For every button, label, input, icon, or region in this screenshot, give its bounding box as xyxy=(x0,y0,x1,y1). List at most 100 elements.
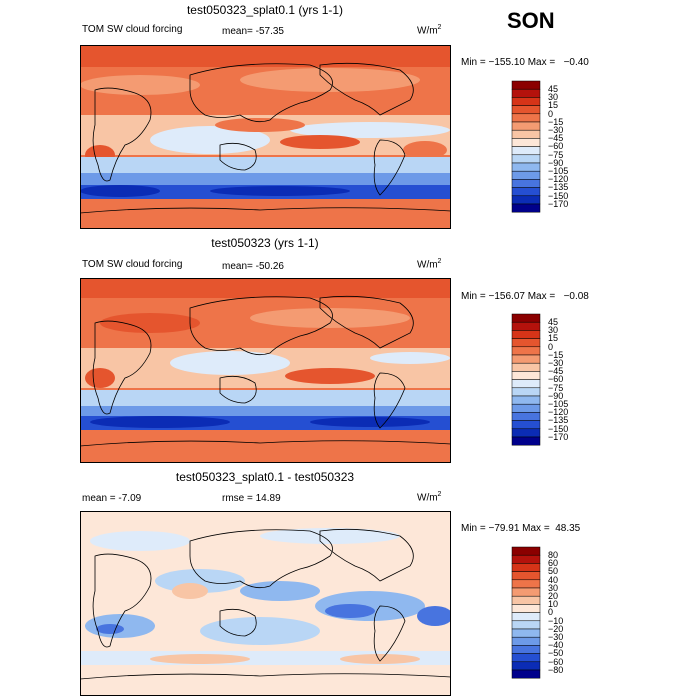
colorbar-box xyxy=(511,579,541,589)
panel-top-units: W/m2 xyxy=(417,24,442,37)
colorbar-box xyxy=(511,395,541,405)
colorbar-box xyxy=(511,612,541,622)
panel-middle-map xyxy=(80,278,451,463)
colorbar-tick-label: −135 xyxy=(548,415,569,426)
colorbar-box xyxy=(511,620,541,630)
colorbar-box xyxy=(511,330,541,339)
colorbar-tick-label: 0 xyxy=(548,341,554,352)
panel-middle-units: W/m2 xyxy=(417,258,442,271)
colorbar-box xyxy=(511,563,541,572)
colorbar-tick-label: 0 xyxy=(548,108,554,119)
colorbar-box xyxy=(511,338,541,348)
colorbar-tick-label: −40 xyxy=(548,640,564,651)
panel-bottom-minmax: Min = −79.91 Max = 48.35 xyxy=(461,523,581,534)
colorbar-box xyxy=(511,420,541,430)
colorbar-tick-label: −20 xyxy=(548,623,564,634)
colorbar-tick-label: −80 xyxy=(548,664,564,675)
colorbar-tick-label: −60 xyxy=(548,656,564,667)
colorbar-box xyxy=(511,138,541,147)
colorbar-box xyxy=(511,669,541,679)
colorbar-tick-label: 30 xyxy=(548,582,559,593)
colorbar-box xyxy=(511,554,541,564)
colorbar-tick-label: 15 xyxy=(548,333,559,344)
colorbar-tick-label: −120 xyxy=(548,174,569,185)
panel-bottom-title: test050323_splat0.1 - test050323 xyxy=(175,470,355,484)
colorbar-box xyxy=(511,571,541,581)
colorbar-box xyxy=(511,412,541,421)
panel-bottom-mean: mean = -7.09 xyxy=(82,493,142,504)
colorbar-tick-label: −105 xyxy=(548,399,569,410)
colorbar-tick-label: −150 xyxy=(548,190,569,201)
colorbar-box xyxy=(511,661,541,671)
season-label: SON xyxy=(507,8,555,33)
colorbar-tick-label: 60 xyxy=(548,558,559,569)
colorbar-tick-label: −30 xyxy=(548,358,564,369)
colorbar-box xyxy=(511,80,541,90)
colorbar-box xyxy=(511,195,541,205)
panel-top-colorbar xyxy=(511,80,541,213)
colorbar-box xyxy=(511,546,541,556)
panel-bottom-colorbar xyxy=(511,546,541,679)
panel-middle-variable: TOM SW cloud forcing xyxy=(82,259,183,270)
colorbar-box xyxy=(511,653,541,663)
colorbar-box xyxy=(511,187,541,197)
colorbar-tick-label: 45 xyxy=(548,317,559,327)
colorbar-tick-label: −170 xyxy=(548,198,569,209)
colorbar-tick-label: 15 xyxy=(548,100,559,111)
panel-bottom-map xyxy=(80,511,451,696)
colorbar-box xyxy=(511,321,541,331)
colorbar-box xyxy=(511,362,541,372)
colorbar-tick-label: 30 xyxy=(548,92,559,103)
colorbar-tick-label: −45 xyxy=(548,366,564,377)
colorbar-box xyxy=(511,113,541,123)
colorbar-box xyxy=(511,604,541,613)
panel-middle-colorbar-boxes xyxy=(511,313,541,446)
colorbar-tick-label: −15 xyxy=(548,349,564,360)
panel-top-colorbar-labels: 45 30 15 0 −15 −30 −45 −60 −75 −90 −105 −120 −135 −15… xyxy=(548,84,569,209)
panel-top-colorbar-boxes xyxy=(511,80,541,213)
panel-middle-minmax: Min = −156.07 Max = −0.08 xyxy=(461,291,589,302)
colorbar-tick-label: −135 xyxy=(548,182,569,193)
colorbar-box xyxy=(511,97,541,106)
colorbar-box xyxy=(511,403,541,413)
colorbar-box xyxy=(511,179,541,188)
colorbar-tick-label: −50 xyxy=(548,648,564,659)
colorbar-tick-label: −150 xyxy=(548,423,569,434)
panel-middle-mean: mean= -50.26 xyxy=(222,261,284,272)
colorbar-tick-label: 0 xyxy=(548,607,554,618)
colorbar-box xyxy=(511,387,541,397)
colorbar-tick-label: −30 xyxy=(548,125,564,136)
colorbar-tick-label: 30 xyxy=(548,325,559,336)
colorbar-box xyxy=(511,628,541,638)
colorbar-box xyxy=(511,105,541,115)
colorbar-tick-label: 20 xyxy=(548,591,559,602)
panel-top-minmax: Min = −155.10 Max = −0.40 xyxy=(461,57,589,68)
colorbar-tick-label: −90 xyxy=(548,157,564,168)
colorbar-box xyxy=(511,371,541,380)
colorbar-box xyxy=(511,313,541,323)
colorbar-tick-label: −105 xyxy=(548,166,569,177)
colorbar-box xyxy=(511,121,541,131)
colorbar-box xyxy=(511,636,541,646)
panel-bottom-colorbar-boxes xyxy=(511,546,541,679)
colorbar-tick-label: −90 xyxy=(548,390,564,401)
colorbar-box xyxy=(511,129,541,139)
colorbar-tick-label: −75 xyxy=(548,382,564,393)
colorbar-tick-label: 10 xyxy=(548,599,559,610)
colorbar-tick-label: 45 xyxy=(548,84,559,94)
colorbar-box xyxy=(511,162,541,172)
panel-top-title: test050323_splat0.1 (yrs 1-1) xyxy=(186,3,344,17)
colorbar-box xyxy=(511,428,541,438)
panel-top-mean: mean= -57.35 xyxy=(222,26,284,37)
colorbar-tick-label: 80 xyxy=(548,550,559,560)
panel-bottom-rmse: rmse = 14.89 xyxy=(222,493,281,504)
colorbar-tick-label: −15 xyxy=(548,116,564,127)
colorbar-tick-label: −60 xyxy=(548,141,564,152)
colorbar-box xyxy=(511,587,541,597)
panel-top-map xyxy=(80,45,451,229)
colorbar-box xyxy=(511,203,541,213)
colorbar-box xyxy=(511,146,541,156)
colorbar-tick-label: −75 xyxy=(548,149,564,160)
panel-middle-title: test050323 (yrs 1-1) xyxy=(211,236,319,250)
colorbar-box xyxy=(511,170,541,180)
